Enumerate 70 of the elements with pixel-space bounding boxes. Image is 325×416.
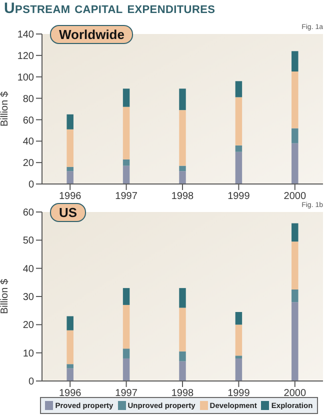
bar	[179, 308, 186, 352]
y-tick-label: 0	[28, 180, 34, 191]
bar	[66, 368, 74, 381]
bar	[235, 97, 242, 146]
bar	[122, 159, 130, 166]
x-tick-label: 1996	[58, 388, 82, 400]
bar	[179, 361, 186, 381]
bar	[122, 304, 130, 349]
bar	[66, 330, 74, 364]
x-tick-label: 1997	[115, 388, 138, 400]
bar	[235, 358, 242, 381]
bar	[235, 152, 242, 184]
bar	[292, 289, 298, 302]
y-tick-label: 50	[22, 236, 34, 247]
y-tick-label: 0	[28, 376, 34, 388]
y-axis-title: Billion $	[0, 278, 11, 314]
bar	[66, 316, 74, 330]
bar	[292, 72, 298, 128]
bar	[292, 128, 298, 144]
bar	[122, 166, 130, 184]
bar	[179, 166, 186, 172]
x-tick-label: 1996	[58, 191, 82, 202]
y-tick-label: 20	[22, 320, 34, 332]
bar	[179, 88, 186, 110]
y-tick-label: 20	[22, 158, 34, 170]
bar	[66, 364, 74, 368]
bar	[122, 106, 130, 160]
bar	[235, 312, 242, 325]
y-tick-label: 30	[22, 292, 34, 304]
y-tick-label: 120	[17, 50, 34, 62]
bar	[235, 81, 242, 98]
bar	[292, 242, 298, 290]
x-tick-label: 1999	[228, 388, 250, 400]
chart-subtitle: Worldwide	[50, 25, 134, 44]
bar	[292, 302, 298, 381]
bar	[122, 348, 130, 358]
y-tick-label: 60	[22, 208, 34, 219]
y-tick-label: 140	[17, 30, 34, 41]
bar	[292, 143, 298, 184]
chart-title: Upstream capital expenditures	[4, 0, 216, 17]
bar	[235, 145, 242, 152]
bar	[292, 223, 298, 242]
y-tick-label: 40	[22, 136, 34, 148]
bar	[235, 356, 242, 358]
bar	[122, 358, 130, 381]
y-tick-label: 60	[22, 115, 34, 126]
bar	[122, 88, 130, 107]
y-axis-title: Billion $	[0, 91, 11, 127]
x-tick-label: 1999	[228, 191, 250, 202]
bar	[179, 351, 186, 362]
bar	[66, 114, 74, 130]
x-tick-label: 2000	[284, 388, 306, 400]
x-tick-label: 2000	[284, 191, 306, 202]
y-tick-label: 40	[22, 264, 34, 275]
y-tick-label: 80	[22, 94, 34, 105]
bar	[235, 324, 242, 356]
chart-subtitle: US	[50, 203, 86, 222]
bar	[66, 171, 74, 184]
bar	[179, 171, 186, 184]
bar	[179, 110, 186, 166]
x-tick-label: 1997	[115, 191, 138, 202]
bar	[292, 51, 298, 72]
bar	[179, 288, 186, 308]
y-tick-label: 10	[22, 348, 34, 360]
y-tick-label: 100	[17, 72, 34, 84]
x-tick-label: 1998	[171, 388, 194, 400]
bar	[66, 129, 74, 167]
bar	[66, 166, 74, 172]
x-tick-label: 1998	[171, 191, 194, 202]
bar	[122, 288, 130, 305]
